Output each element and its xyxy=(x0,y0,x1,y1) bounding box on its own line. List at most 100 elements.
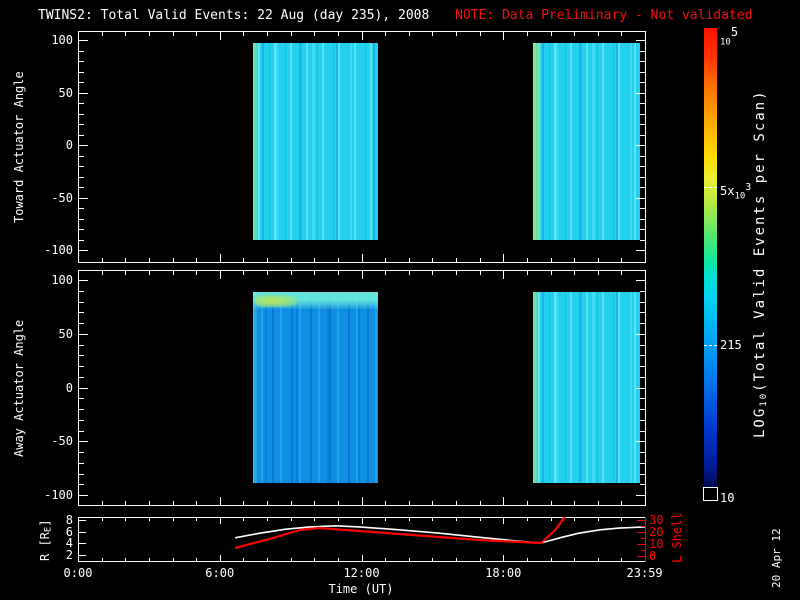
colorbar-label-215: 215 xyxy=(720,338,742,352)
x-axis-tick xyxy=(125,258,126,262)
x-axis-tick xyxy=(480,558,481,561)
x-axis-tick xyxy=(574,258,575,262)
x-axis-tick xyxy=(527,32,528,36)
y-tick-label: 100 xyxy=(51,273,73,287)
x-axis-tick xyxy=(598,258,599,262)
y-axis-tick xyxy=(79,280,88,281)
y-tick-label: 100 xyxy=(51,33,73,47)
x-axis-tick xyxy=(102,501,103,505)
x-axis-tick xyxy=(362,254,363,262)
x-axis-tick xyxy=(314,501,315,505)
x-axis-tick xyxy=(338,271,339,275)
lshell-tick-label: 0 xyxy=(649,549,657,563)
y-axis-tick xyxy=(640,229,645,230)
y-axis-tick xyxy=(79,355,84,356)
x-axis-tick xyxy=(621,558,622,561)
x-axis-tick xyxy=(149,271,150,275)
y-axis-tick xyxy=(640,291,645,292)
y-axis-tick xyxy=(636,40,645,41)
y-axis-tick xyxy=(640,187,645,188)
x-axis-tick xyxy=(196,501,197,505)
lshell-tick-label: 20 xyxy=(649,525,664,539)
y-axis-tick xyxy=(79,291,84,292)
x-axis-tick xyxy=(196,258,197,262)
colorbar-label-1e5: 105 xyxy=(720,26,738,49)
x-axis-tick xyxy=(173,271,174,275)
x-axis-tick xyxy=(598,518,599,521)
r-re-line xyxy=(234,525,646,544)
y-axis-tick xyxy=(79,420,84,421)
x-axis-tick xyxy=(125,518,126,521)
x-axis-tick xyxy=(267,558,268,561)
x-axis-tick xyxy=(243,558,244,561)
y-axis-tick xyxy=(79,208,84,209)
x-axis-tick xyxy=(338,258,339,262)
y-axis-tick xyxy=(79,463,84,464)
y-axis-tick xyxy=(636,250,645,251)
r-tick-label: 6 xyxy=(65,524,73,539)
away-axis-title: Away Actuator Angle xyxy=(12,319,26,457)
colorbar-label-5e3: 5x103 xyxy=(720,181,751,203)
x-axis-tick xyxy=(149,501,150,505)
x-axis-tick xyxy=(338,558,339,561)
x-axis-tick xyxy=(621,258,622,262)
x-axis-tick xyxy=(503,271,504,279)
x-axis-tick xyxy=(267,501,268,505)
x-axis-tick xyxy=(149,258,150,262)
y-axis-tick xyxy=(79,366,84,367)
x-axis-tick xyxy=(574,558,575,561)
x-axis-tick xyxy=(102,32,103,36)
y-axis-tick xyxy=(79,198,88,199)
y-axis-tick xyxy=(79,177,84,178)
x-axis-tick xyxy=(314,258,315,262)
x-axis-tick xyxy=(338,518,339,521)
l-shell-line xyxy=(234,517,567,550)
x-axis-tick xyxy=(432,501,433,505)
x-axis-tick xyxy=(173,32,174,36)
y-axis-tick xyxy=(640,345,645,346)
x-axis-tick xyxy=(598,558,599,561)
y-axis-tick xyxy=(79,187,84,188)
x-axis-tick xyxy=(480,501,481,505)
x-axis-tick xyxy=(527,518,528,521)
x-axis-tick xyxy=(243,501,244,505)
x-axis-tick xyxy=(149,32,150,36)
y-axis-tick xyxy=(79,114,84,115)
x-axis-tick xyxy=(291,32,292,36)
y-axis-tick xyxy=(640,409,645,410)
lshell-axis-tick xyxy=(637,520,645,521)
y-axis-tick xyxy=(79,51,84,52)
y-axis-tick xyxy=(640,463,645,464)
x-axis-tick xyxy=(598,32,599,36)
x-axis-tick xyxy=(432,558,433,561)
x-axis-tick xyxy=(432,32,433,36)
spectrogram-block xyxy=(532,292,641,483)
x-axis-tick xyxy=(409,518,410,521)
x-axis-tick xyxy=(196,558,197,561)
x-axis-tick xyxy=(196,271,197,275)
spectrogram-block xyxy=(532,43,641,240)
x-axis-tick xyxy=(173,558,174,561)
lshell-axis-tick xyxy=(637,556,645,557)
colorbar-label-1e5-exp: 5 xyxy=(730,25,739,39)
x-axis-tick xyxy=(243,32,244,36)
colorbar-tick-5e3 xyxy=(704,187,717,188)
x-axis-tick xyxy=(598,501,599,505)
r-axis-tick xyxy=(79,555,86,556)
x-axis-tick xyxy=(220,254,221,262)
lshell-axis-tick xyxy=(641,550,645,551)
x-tick-label: 6:00 xyxy=(205,566,235,580)
x-axis-tick xyxy=(220,32,221,40)
x-axis-tick xyxy=(409,32,410,36)
y-axis-tick xyxy=(640,177,645,178)
x-axis-tick xyxy=(125,501,126,505)
toward-axis-title: Toward Actuator Angle xyxy=(12,71,26,223)
validation-note: NOTE: Data Preliminary - Not validated xyxy=(455,8,753,23)
x-axis-tick xyxy=(314,32,315,36)
x-axis-tick xyxy=(362,32,363,40)
x-axis-tick xyxy=(173,518,174,521)
r-tick-label: 8 xyxy=(65,513,73,527)
x-axis-tick xyxy=(338,501,339,505)
y-axis-tick xyxy=(640,208,645,209)
